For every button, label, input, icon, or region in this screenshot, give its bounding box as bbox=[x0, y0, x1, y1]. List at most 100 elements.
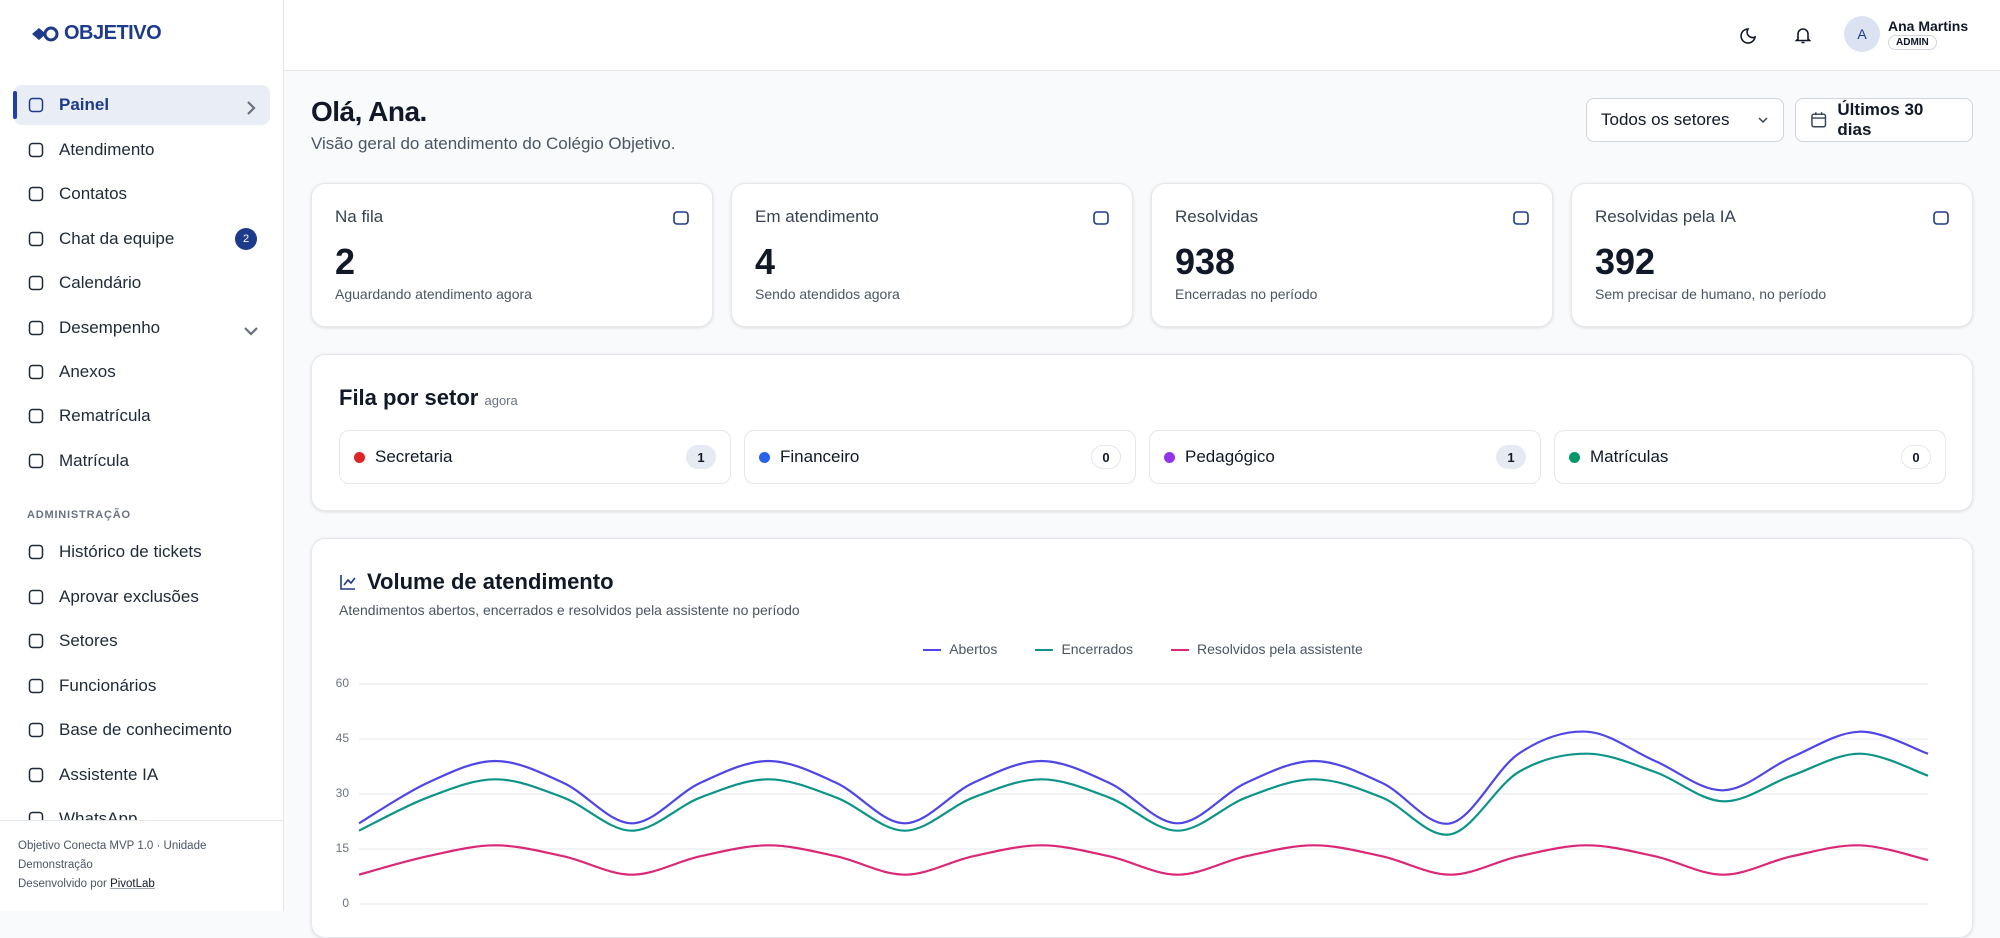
nav-icon bbox=[28, 633, 44, 649]
period-filter[interactable]: Últimos 30 dias bbox=[1795, 98, 1973, 142]
nav-item[interactable]: WhatsApp bbox=[14, 799, 270, 820]
legend-swatch bbox=[1035, 649, 1054, 652]
card-icon bbox=[673, 211, 689, 225]
sector-dot bbox=[1569, 451, 1580, 463]
card-caption: Encerradas no período bbox=[1175, 286, 1318, 302]
card-caption: Aguardando atendimento agora bbox=[335, 286, 532, 302]
card-value: 2 bbox=[335, 241, 356, 282]
nav-section: ADMINISTRAÇÃO bbox=[27, 509, 131, 521]
nav-icon bbox=[28, 722, 44, 738]
nav-label: Rematrícula bbox=[59, 406, 151, 425]
credit-link[interactable]: PivotLab bbox=[110, 878, 155, 890]
legend-swatch bbox=[1171, 649, 1190, 652]
queue-note: agora bbox=[484, 393, 518, 408]
sector: Pedagógico 1 bbox=[1149, 430, 1541, 484]
nav-item[interactable]: Contatos bbox=[14, 174, 270, 214]
sector: Financeiro 0 bbox=[744, 430, 1136, 484]
card-caption: Sem precisar de humano, no período bbox=[1595, 286, 1827, 302]
nav-item[interactable]: Funcionários bbox=[14, 666, 270, 706]
card-value: 4 bbox=[755, 241, 776, 282]
legend-label: Abertos bbox=[949, 641, 998, 657]
nav-icon bbox=[28, 320, 44, 336]
y-tick-label: 0 bbox=[342, 896, 349, 910]
nav-item[interactable]: Rematrícula bbox=[14, 396, 270, 436]
sector-count: 1 bbox=[1496, 445, 1526, 469]
queue-title: Fila por setor bbox=[339, 385, 479, 410]
theme-toggle[interactable] bbox=[1740, 25, 1760, 45]
nav-item[interactable]: Calendário bbox=[14, 263, 270, 303]
y-tick-label: 15 bbox=[336, 841, 350, 855]
chart-title: Volume de atendimento bbox=[367, 569, 614, 594]
legend: Abertos Encerrados Resolvidos pela assiste… bbox=[312, 641, 1974, 657]
sector-name: Financeiro bbox=[780, 447, 860, 466]
sector-dot bbox=[759, 451, 770, 463]
y-tick-label: 30 bbox=[336, 786, 350, 800]
nav-item[interactable]: Chat da equipe 2 bbox=[14, 219, 270, 259]
card-icon bbox=[1933, 211, 1949, 225]
nav-item[interactable]: Assistente IA bbox=[14, 755, 270, 795]
chart-panel: Volume de atendimento Atendimentos abert… bbox=[311, 538, 1973, 938]
sidebar-footer: Objetivo Conecta MVP 1.0 · Unidade Demon… bbox=[0, 820, 283, 911]
card-value: 938 bbox=[1175, 241, 1236, 282]
nav-icon bbox=[28, 142, 44, 158]
nav-item[interactable]: Desempenho bbox=[14, 308, 270, 348]
nav-item[interactable]: Anexos bbox=[14, 352, 270, 392]
chevron bbox=[1758, 117, 1768, 124]
series-line bbox=[358, 752, 1929, 836]
nav-icon bbox=[28, 544, 44, 560]
stat-card: Na fila 2 Aguardando atendimento agora bbox=[311, 183, 713, 327]
nav: Painel Atendimento Contatos Chat da equipe 2… bbox=[0, 70, 283, 820]
sidebar: OBJETIVO Painel Atendimento Contatos Chat d… bbox=[0, 0, 284, 911]
nav-label: Chat da equipe bbox=[59, 229, 175, 248]
nav-label: Assistente IA bbox=[59, 764, 159, 784]
sector-dot bbox=[354, 451, 365, 463]
brand-name: OBJETIVO bbox=[64, 22, 162, 44]
logo bbox=[32, 26, 59, 41]
nav-icon bbox=[28, 97, 44, 113]
nav-item[interactable]: Base de conhecimento bbox=[14, 710, 270, 750]
chevron bbox=[242, 322, 258, 336]
nav-item[interactable]: Aprovar exclusões bbox=[14, 577, 270, 617]
brand[interactable]: OBJETIVO bbox=[30, 22, 162, 45]
sector-filter-label: Todos os setores bbox=[1601, 110, 1730, 129]
nav-icon bbox=[28, 364, 44, 380]
y-tick-label: 45 bbox=[336, 731, 350, 745]
card-label: Em atendimento bbox=[755, 207, 879, 226]
period-filter-label: Últimos 30 dias bbox=[1837, 100, 1924, 139]
nav-item[interactable]: Atendimento bbox=[14, 130, 270, 170]
card-caption: Sendo atendidos agora bbox=[755, 286, 900, 302]
sector-dot bbox=[1164, 451, 1175, 463]
nav-item[interactable]: Matrícula bbox=[14, 441, 270, 481]
nav-label: Base de conhecimento bbox=[59, 720, 232, 739]
nav-icon bbox=[28, 408, 44, 424]
nav-label: Histórico de tickets bbox=[59, 542, 202, 561]
stat-card: Resolvidas pela IA 392 Sem precisar de hum… bbox=[1571, 183, 1973, 327]
chart-icon bbox=[340, 575, 356, 590]
stat-card: Resolvidas 938 Encerradas no período bbox=[1151, 183, 1553, 327]
sector-count: 1 bbox=[686, 445, 716, 469]
nav-item[interactable]: Histórico de tickets bbox=[14, 532, 270, 572]
card-value: 392 bbox=[1595, 241, 1656, 282]
sector-filter[interactable]: Todos os setores bbox=[1586, 98, 1784, 142]
nav-label: Setores bbox=[59, 631, 118, 650]
nav-item[interactable]: Setores bbox=[14, 621, 270, 661]
notifications[interactable] bbox=[1793, 25, 1813, 45]
greeting: Olá, Ana. bbox=[311, 96, 427, 127]
nav-icon bbox=[28, 589, 44, 604]
sector: Secretaria 1 bbox=[339, 430, 731, 484]
credit-line: Desenvolvido por PivotLab bbox=[18, 875, 265, 894]
nav-item[interactable]: Painel bbox=[13, 85, 270, 125]
avatar[interactable]: A bbox=[1844, 16, 1880, 52]
nav-label: Desempenho bbox=[59, 318, 161, 337]
user-name: Ana Martins bbox=[1888, 18, 1969, 34]
legend-item: Resolvidos pela assistente bbox=[1171, 641, 1363, 657]
queue-panel: Fila por setor agora Secretaria 1 Financei… bbox=[311, 354, 1973, 511]
sector-name: Secretaria bbox=[375, 447, 453, 466]
sector-count: 0 bbox=[1091, 445, 1121, 469]
topbar: A Ana Martins ADMIN bbox=[284, 0, 2000, 71]
nav-label: Contatos bbox=[59, 184, 128, 203]
card-icon bbox=[1093, 211, 1109, 225]
nav-icon bbox=[28, 811, 44, 820]
nav-icon bbox=[28, 453, 44, 469]
